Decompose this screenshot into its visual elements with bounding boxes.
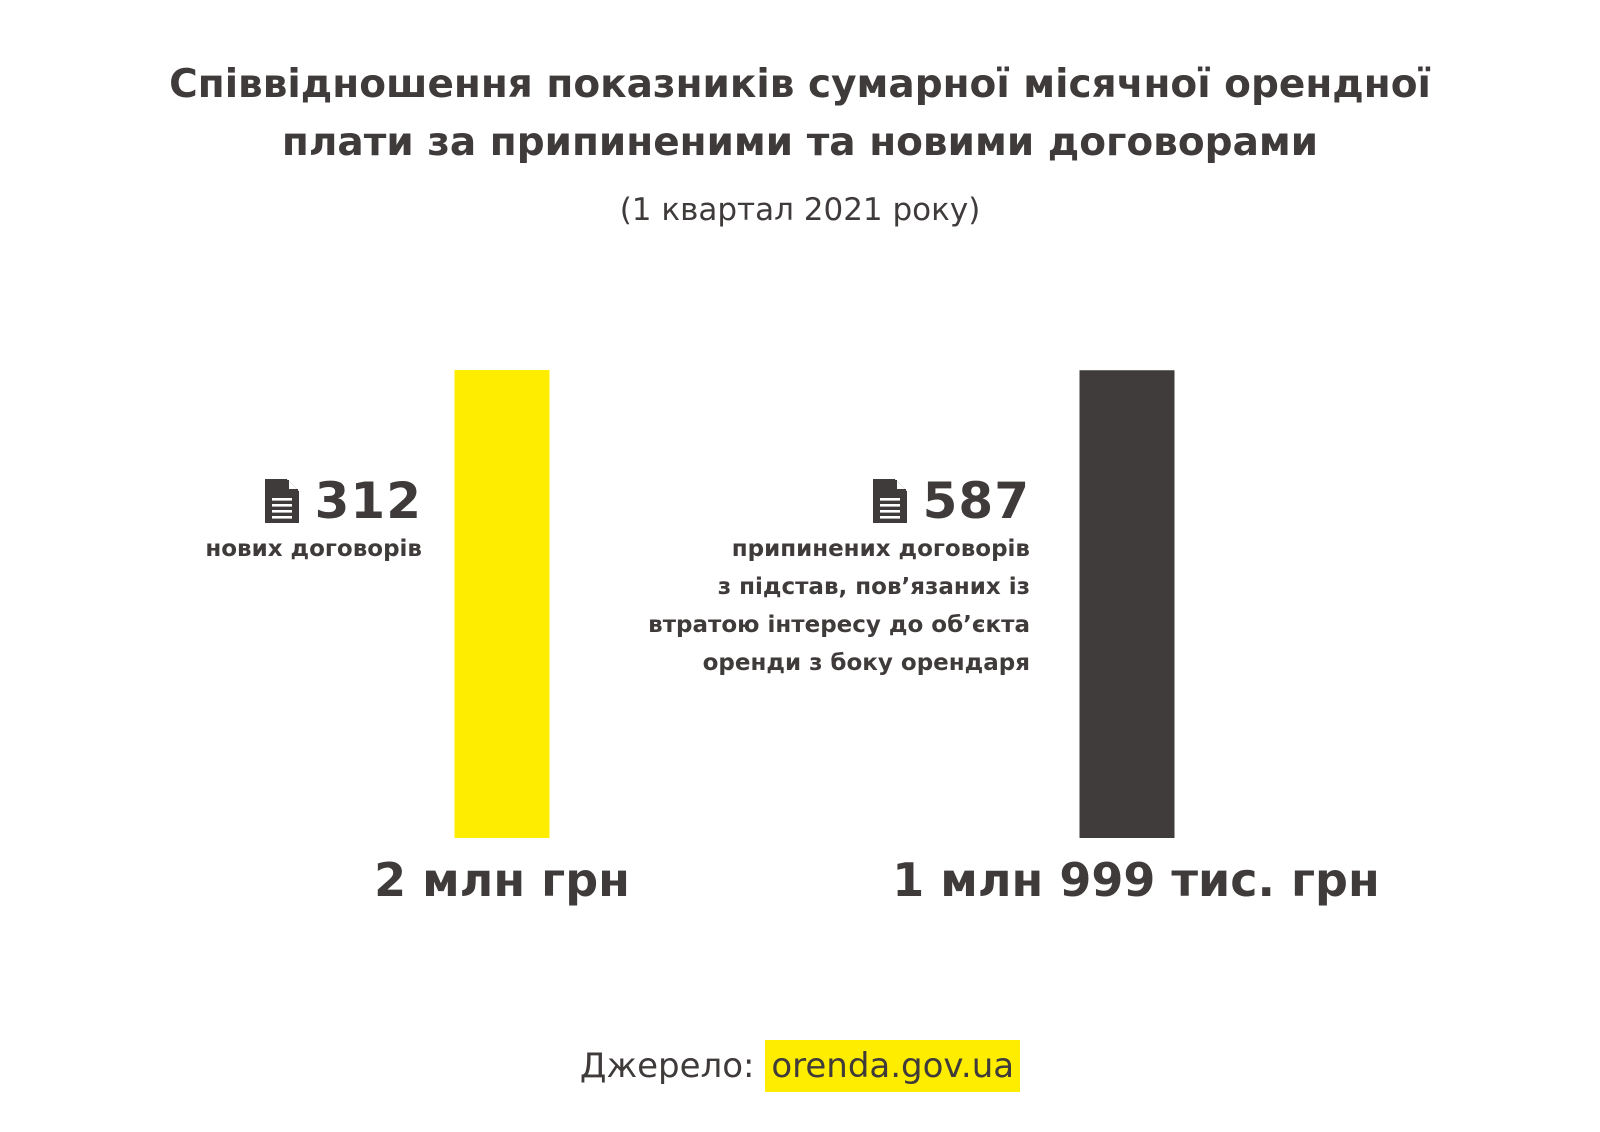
description-terminated-line-4: оренди з боку орендаря bbox=[702, 650, 1030, 676]
description-new-line-1: нових договорів bbox=[205, 536, 422, 562]
count-new: 312 bbox=[314, 472, 422, 530]
chart-title-line-2: плати за припиненими та новими договорам… bbox=[281, 120, 1319, 165]
count-terminated: 587 bbox=[922, 472, 1030, 530]
description-terminated-line-1: припинених договорів bbox=[731, 536, 1030, 562]
chart-title-line-1: Співвідношення показників сумарної місяч… bbox=[169, 62, 1431, 107]
document-icon bbox=[264, 479, 299, 523]
bar-new-contracts bbox=[454, 370, 550, 838]
source-link[interactable]: orenda.gov.ua bbox=[765, 1040, 1021, 1092]
count-row-new: 312 bbox=[205, 472, 422, 530]
chart-subtitle: (1 квартал 2021 року) bbox=[619, 192, 981, 228]
source-label: Джерело: bbox=[579, 1046, 755, 1086]
document-icon bbox=[872, 479, 907, 523]
description-terminated: припинених договорів з підстав, пов’язан… bbox=[648, 530, 1030, 682]
description-terminated-line-3: втратою інтересу до об’єкта bbox=[648, 612, 1030, 638]
count-row-terminated: 587 bbox=[648, 472, 1030, 530]
description-terminated-line-2: з підстав, пов’язаних із bbox=[717, 574, 1030, 600]
source-line: Джерело: orenda.gov.ua bbox=[0, 1040, 1600, 1092]
value-label-new: 2 млн грн bbox=[374, 853, 630, 907]
bar-terminated-contracts bbox=[1079, 370, 1175, 838]
value-label-terminated: 1 млн 999 тис. грн bbox=[892, 853, 1380, 907]
chart-title: Співвідношення показників сумарної місяч… bbox=[0, 56, 1600, 172]
description-new: нових договорів bbox=[205, 530, 422, 568]
group-label-terminated: 587 припинених договорів з підстав, пов’… bbox=[648, 472, 1030, 682]
group-label-new: 312 нових договорів bbox=[205, 472, 422, 568]
